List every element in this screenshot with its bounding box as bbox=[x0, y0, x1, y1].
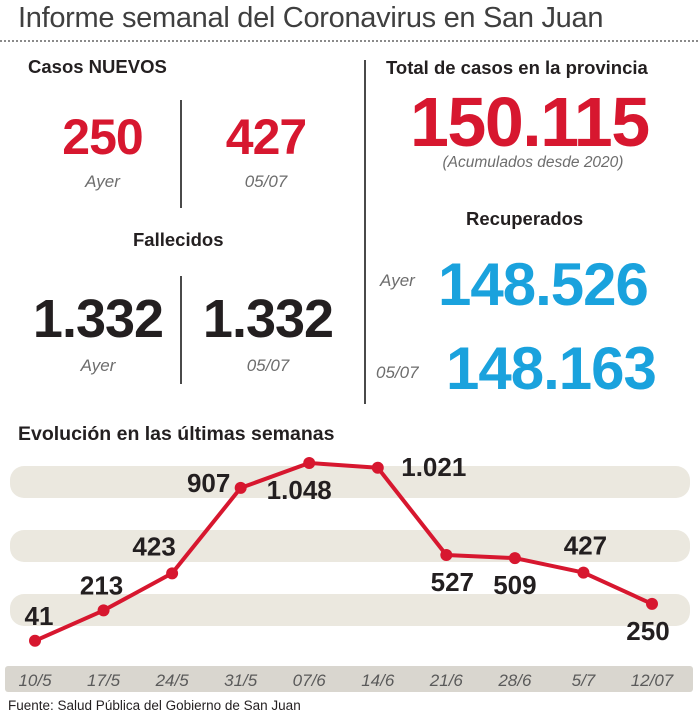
fallecidos-prev-value: 1.332 bbox=[202, 289, 334, 349]
x-tick-14-6: 14/6 bbox=[361, 671, 395, 690]
grid-band-3 bbox=[10, 594, 690, 626]
section-divider bbox=[364, 60, 366, 404]
data-point-17-5 bbox=[97, 604, 110, 617]
x-tick-28-6: 28/6 bbox=[497, 671, 532, 690]
data-point-12-07 bbox=[646, 597, 658, 610]
page-title: Informe semanal del Coronavirus en San J… bbox=[18, 2, 604, 34]
casos-ayer-value: 250 bbox=[62, 109, 143, 165]
x-tick-21-6: 21/6 bbox=[429, 671, 464, 690]
recuperados-prev-label: 05/07 bbox=[376, 363, 419, 382]
x-tick-07-6: 07/6 bbox=[293, 671, 327, 690]
data-label-17-5: 213 bbox=[80, 570, 123, 600]
title-divider bbox=[0, 40, 698, 42]
total-header: Total de casos en la provincia bbox=[386, 57, 648, 78]
data-point-5-7 bbox=[577, 566, 590, 579]
data-point-21-6 bbox=[440, 548, 453, 561]
data-label-10-5: 41 bbox=[25, 601, 54, 631]
x-tick-24-5: 24/5 bbox=[155, 671, 190, 690]
x-tick-12-07: 12/07 bbox=[631, 671, 674, 690]
fallecidos-ayer-label: Ayer bbox=[80, 356, 116, 375]
data-label-14-6: 1.021 bbox=[401, 452, 466, 482]
data-point-07-6 bbox=[303, 457, 316, 469]
grid-band-2 bbox=[10, 530, 690, 562]
x-axis-bar bbox=[5, 666, 693, 692]
data-point-10-5 bbox=[29, 634, 41, 647]
data-label-5-7: 427 bbox=[564, 531, 607, 561]
recuperados-ayer-value: 148.526 bbox=[438, 251, 649, 318]
x-tick-17-5: 17/5 bbox=[87, 671, 121, 690]
casos-prev-label: 05/07 bbox=[244, 172, 288, 191]
fallecidos-ayer-value: 1.332 bbox=[32, 289, 164, 349]
grid-band-1 bbox=[10, 466, 690, 498]
data-label-07-6: 1.048 bbox=[267, 475, 332, 505]
fallecidos-prev-label: 05/07 bbox=[246, 356, 290, 375]
x-tick-31-5: 31/5 bbox=[224, 671, 258, 690]
casos-divider bbox=[180, 100, 182, 208]
chart-title: Evolución en las últimas semanas bbox=[18, 423, 335, 445]
casos-prev-value: 427 bbox=[225, 109, 307, 165]
total-value: 150.115 bbox=[410, 83, 650, 161]
casos-nuevos-header: Casos NUEVOS bbox=[28, 56, 167, 77]
data-label-28-6: 509 bbox=[493, 570, 536, 600]
source-note: Fuente: Salud Pública del Gobierno de Sa… bbox=[8, 698, 301, 713]
data-label-31-5: 907 bbox=[187, 468, 230, 498]
data-point-14-6 bbox=[371, 461, 384, 474]
recuperados-header: Recuperados bbox=[466, 208, 584, 229]
casos-ayer-label: Ayer bbox=[85, 172, 120, 191]
recuperados-ayer-label: Ayer bbox=[380, 271, 415, 290]
data-point-31-5 bbox=[234, 481, 247, 494]
recuperados-prev-value: 148.163 bbox=[446, 335, 657, 402]
data-label-12-07: 250 bbox=[626, 616, 669, 646]
total-note: (Acumulados desde 2020) bbox=[442, 154, 624, 171]
series-line bbox=[34, 461, 653, 643]
x-tick-10-5: 10/5 bbox=[18, 671, 52, 690]
data-label-24-5: 423 bbox=[132, 531, 175, 561]
data-label-21-6: 527 bbox=[431, 567, 474, 597]
data-point-24-5 bbox=[166, 567, 179, 580]
fallecidos-header: Fallecidos bbox=[133, 229, 224, 250]
fallecidos-divider bbox=[180, 276, 182, 384]
x-tick-5-7: 5/7 bbox=[572, 671, 596, 690]
data-point-28-6 bbox=[508, 552, 521, 565]
